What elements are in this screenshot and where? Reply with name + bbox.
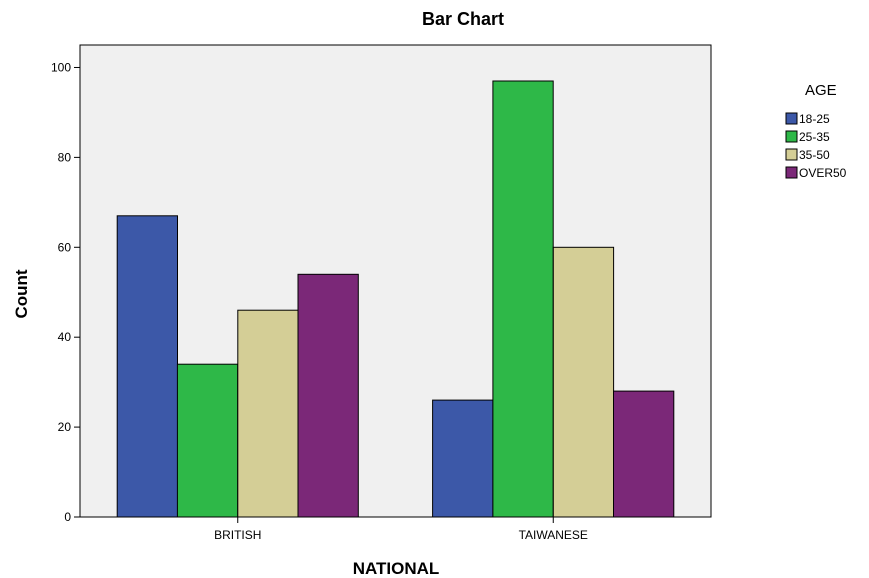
legend: AGE 18-25 25-35 35-50 OVER50 xyxy=(785,82,847,180)
x-tick-label: BRITISH xyxy=(214,528,261,542)
y-tick-label: 20 xyxy=(58,420,72,434)
y-axis: 0 20 40 60 80 100 xyxy=(51,60,80,524)
bar-british-35-50 xyxy=(237,309,299,518)
y-tick-label: 40 xyxy=(58,330,72,344)
legend-swatch-25-35 xyxy=(785,130,798,143)
bar-british-18-25 xyxy=(116,215,178,518)
bar-taiwanese-18-25 xyxy=(432,399,494,518)
bar-taiwanese-35-50 xyxy=(552,246,615,518)
bars-group xyxy=(116,80,675,518)
x-axis: BRITISH TAIWANESE xyxy=(214,517,588,542)
chart-title: Bar Chart xyxy=(422,9,504,29)
bar-british-25-35 xyxy=(176,363,239,518)
bar-taiwanese-over50 xyxy=(613,390,675,518)
bar-british-over50 xyxy=(297,273,359,518)
legend-label-35-50: 35-50 xyxy=(799,148,830,162)
x-axis-title: NATIONAL xyxy=(353,559,440,578)
y-tick-label: 80 xyxy=(58,150,72,164)
y-tick-label: 0 xyxy=(64,510,71,524)
x-tick-label: TAIWANESE xyxy=(519,528,588,542)
legend-label-25-35: 25-35 xyxy=(799,130,830,144)
legend-swatch-18-25 xyxy=(785,112,798,125)
legend-title: AGE xyxy=(805,82,837,99)
legend-swatch-over50 xyxy=(785,166,798,179)
legend-label-over50: OVER50 xyxy=(799,166,847,180)
y-tick-label: 60 xyxy=(58,240,72,254)
legend-label-18-25: 18-25 xyxy=(799,112,830,126)
y-tick-label: 100 xyxy=(51,60,71,74)
legend-swatch-35-50 xyxy=(785,148,798,161)
bar-taiwanese-25-35 xyxy=(492,80,554,518)
y-axis-title: Count xyxy=(12,269,31,318)
